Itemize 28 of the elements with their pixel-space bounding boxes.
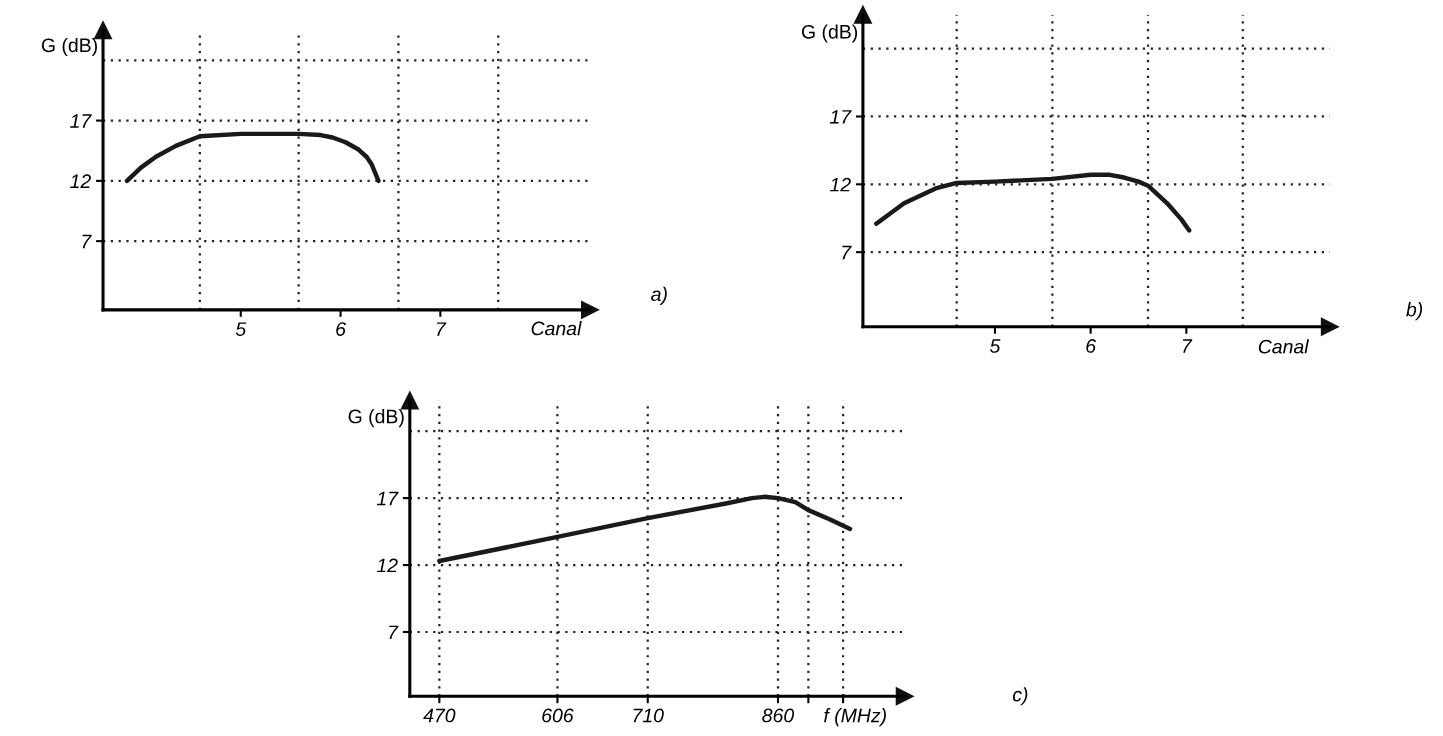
- y-axis-title: G (dB): [348, 409, 404, 428]
- y-axis-title: G (dB): [801, 24, 858, 43]
- x-tick-label: 606: [542, 708, 574, 723]
- x-tick-label: 5: [989, 339, 1001, 353]
- x-tick-label: 6: [1086, 339, 1097, 353]
- text: b): [1406, 302, 1423, 321]
- y-tick-label: 7: [842, 245, 852, 260]
- y-tick-label: 17: [829, 110, 852, 124]
- y-tick-label: 12: [829, 177, 851, 192]
- x-tick-label: 5: [235, 322, 247, 336]
- y-tick-label: 17: [376, 491, 399, 506]
- x-tick-label: 6: [336, 322, 346, 336]
- y-tick-label: 17: [70, 114, 92, 128]
- x-axis-title: Canal: [1258, 339, 1310, 354]
- y-axis-title: G (dB): [41, 37, 97, 57]
- x-tick-label: 7: [1182, 339, 1193, 353]
- x-axis-title: f (MHz): [824, 708, 886, 727]
- y-tick-label: 7: [389, 625, 399, 640]
- x-tick-label: 860: [762, 708, 795, 723]
- x-tick-label: 710: [633, 708, 664, 723]
- y-tick-label: 12: [70, 174, 91, 188]
- x-tick-label: 7: [436, 322, 447, 336]
- x-axis-title: Canal: [531, 321, 582, 336]
- text: a): [651, 286, 667, 305]
- x-tick-label: 470: [423, 708, 456, 723]
- y-tick-label: 12: [376, 558, 398, 573]
- y-tick-label: 7: [82, 234, 92, 249]
- text: c): [1012, 687, 1028, 706]
